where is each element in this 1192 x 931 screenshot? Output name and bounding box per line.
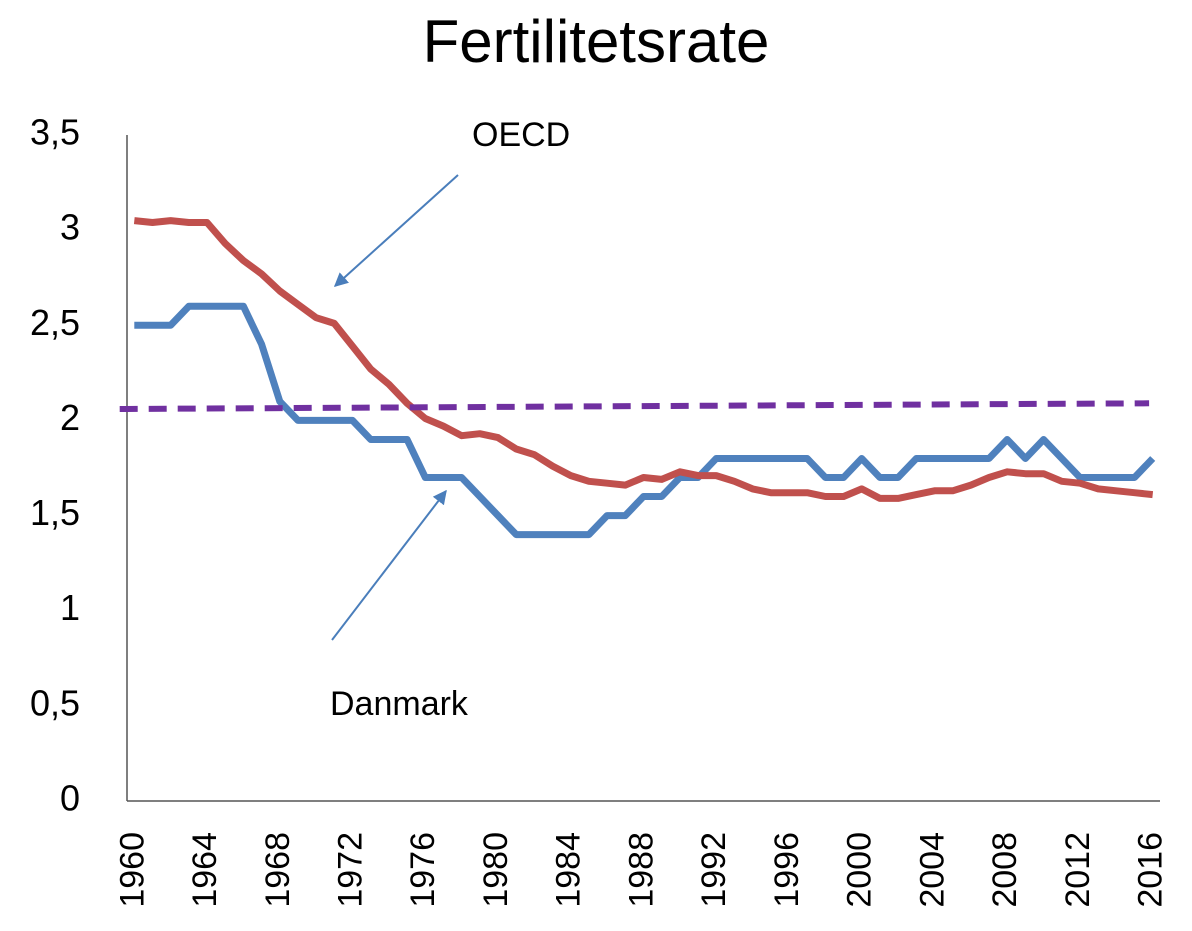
reference-line: [119, 400, 1150, 412]
x-tick-label: 2000: [841, 832, 879, 908]
x-tick-label: 1964: [186, 832, 224, 908]
data-line: [133, 217, 1154, 502]
x-tick-label: 2012: [1059, 832, 1097, 908]
annotation-arrow: [333, 174, 459, 287]
annotation: Danmark: [330, 685, 469, 723]
x-tick-label: 1984: [550, 832, 588, 908]
y-tick-label: 0: [60, 778, 80, 819]
y-tick-label: 2,5: [30, 302, 80, 343]
x-tick-label: 1972: [331, 832, 369, 908]
x-tick-label: 2004: [913, 832, 951, 908]
y-tick-label: 1,5: [30, 492, 80, 533]
y-tick-label: 3: [60, 207, 80, 248]
x-tick-label: 1960: [113, 832, 151, 908]
y-tick-label: 2: [60, 397, 80, 438]
x-tick-label: 1968: [259, 832, 297, 908]
x-tick-label: 1996: [768, 832, 806, 908]
annotation-arrow: [331, 489, 447, 641]
x-tick-label: 1980: [477, 832, 515, 908]
x-tick-label: 1976: [404, 832, 442, 908]
x-tick-label: 1992: [695, 832, 733, 908]
data-line: [134, 302, 1156, 539]
chart-title: Fertilitetsrate: [423, 8, 770, 75]
annotation: OECD: [472, 116, 570, 154]
x-tick-label: 1988: [622, 832, 660, 908]
y-tick-label: 3,5: [30, 112, 80, 153]
x-tick-label: 2016: [1132, 832, 1170, 908]
y-tick-label: 0,5: [30, 682, 80, 723]
x-tick-label: 2008: [986, 832, 1024, 908]
y-tick-label: 1: [60, 587, 80, 628]
